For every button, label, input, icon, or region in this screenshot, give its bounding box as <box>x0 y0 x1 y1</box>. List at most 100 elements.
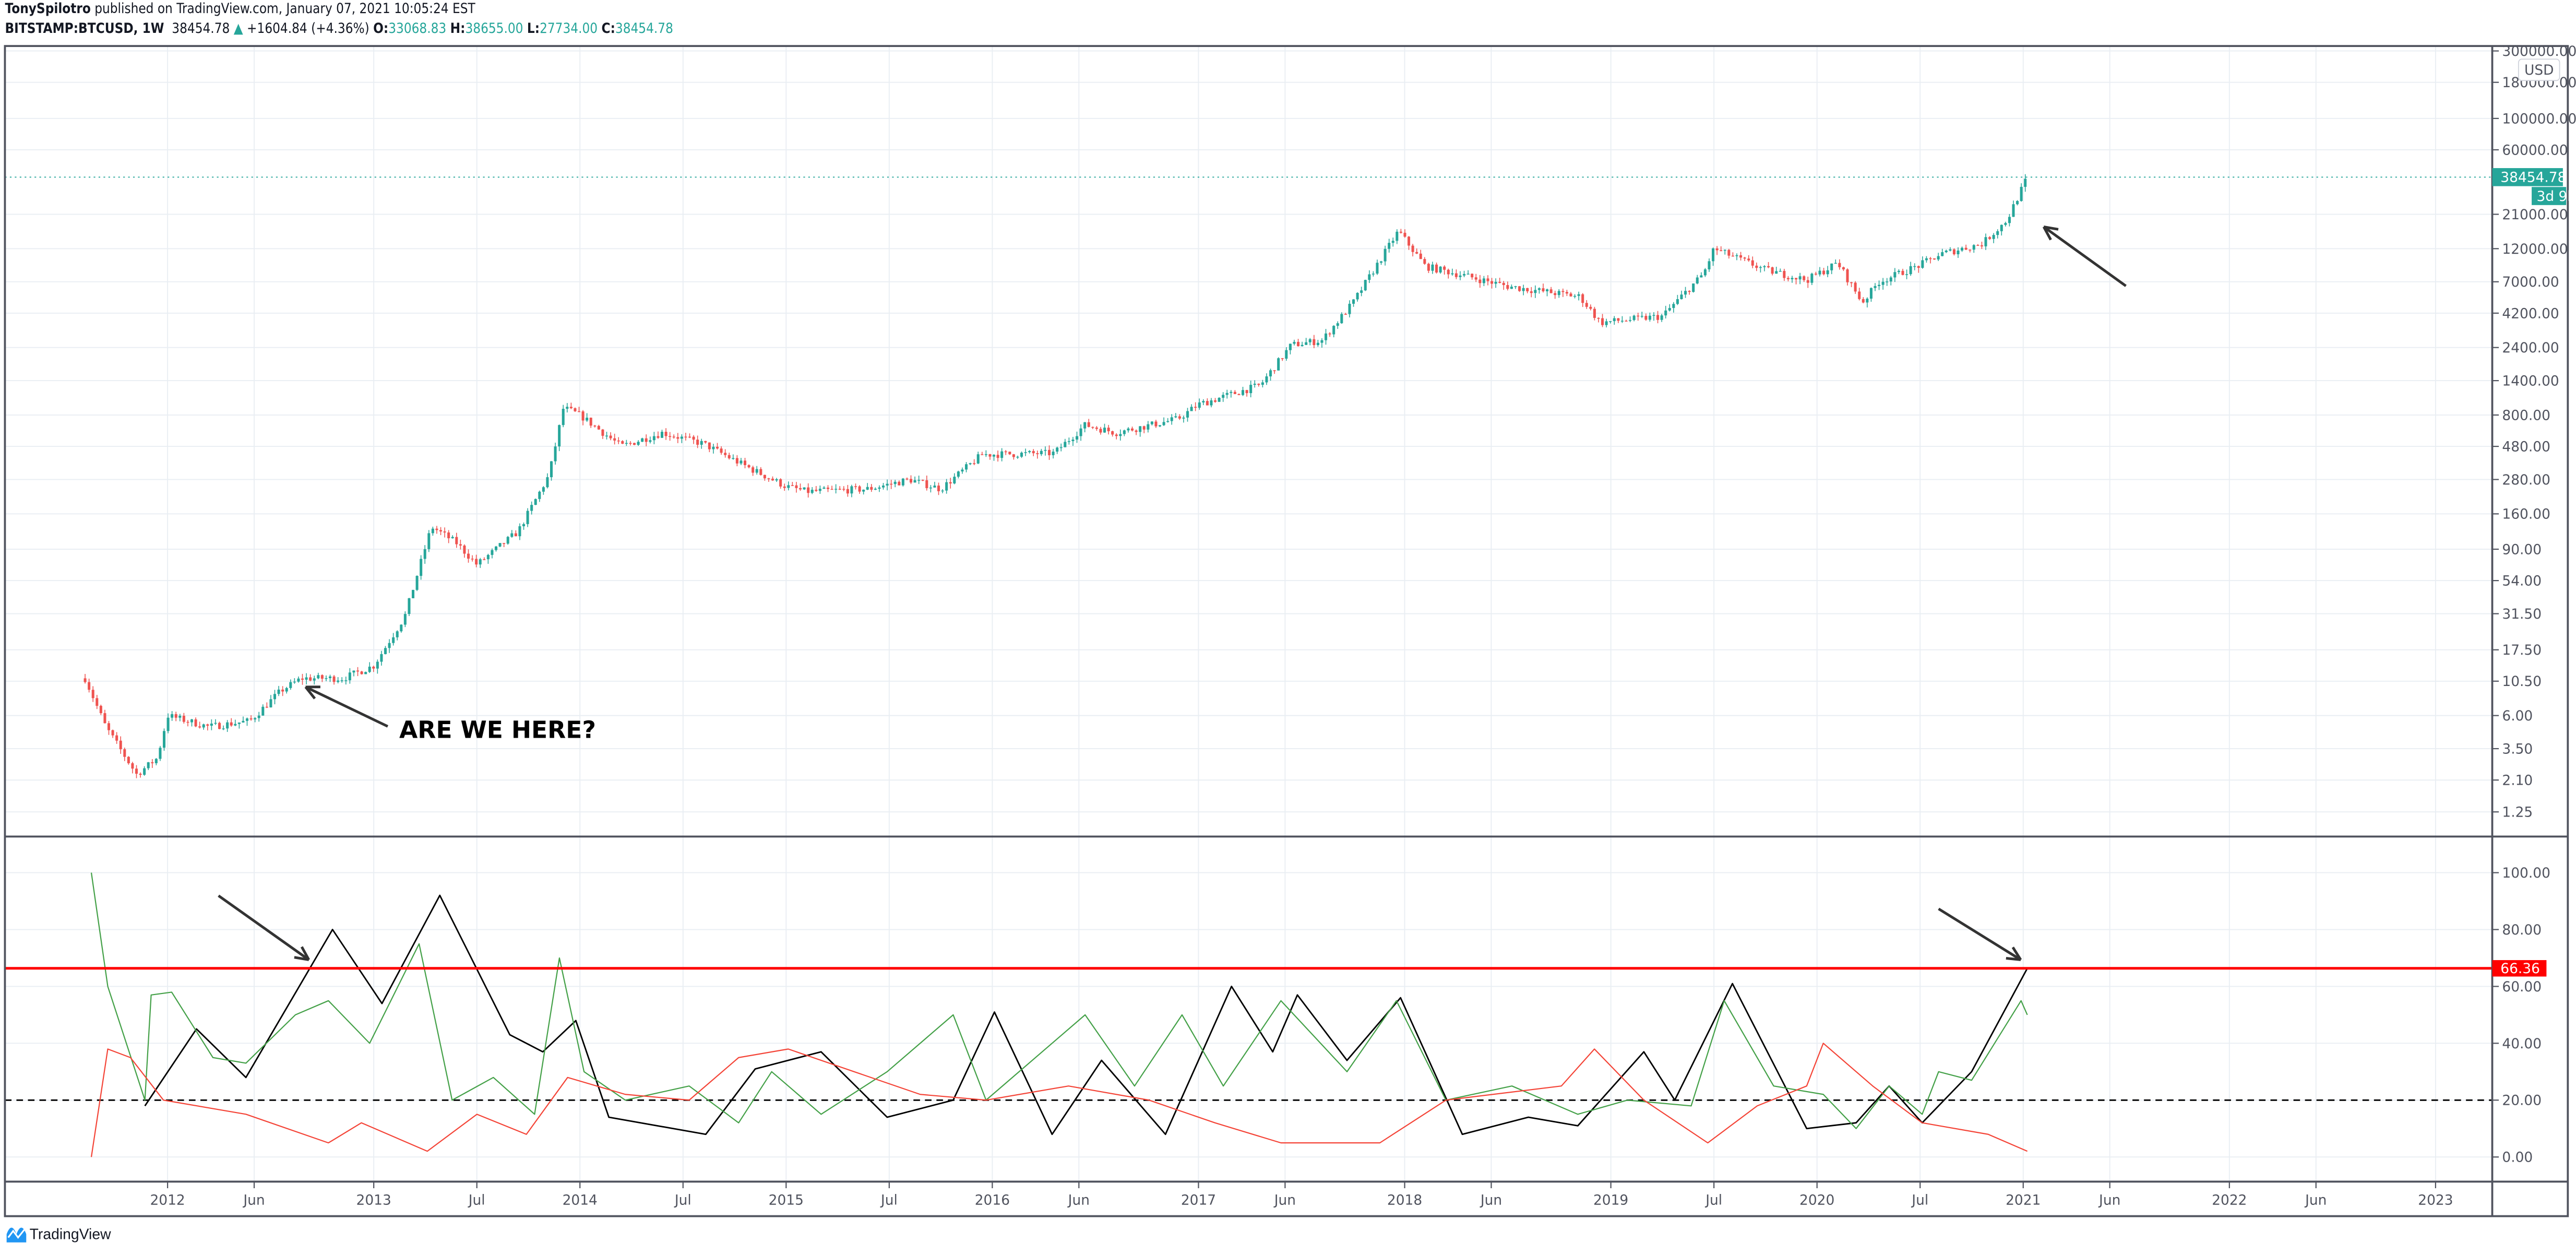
price-tick-label: 7000.00 <box>2502 274 2559 290</box>
candle-body <box>747 465 750 468</box>
candle-body <box>1735 255 1738 256</box>
candle-body <box>526 511 529 524</box>
candle-body <box>1854 282 1857 292</box>
candle-body <box>408 598 411 614</box>
candle-body <box>704 441 707 443</box>
symbol[interactable]: BITSTAMP:BTCUSD, 1W <box>5 21 164 38</box>
time-tick-label: 2013 <box>356 1192 391 1208</box>
candle-body <box>214 723 217 724</box>
candle-body <box>356 670 360 672</box>
candle-body <box>1692 283 1695 292</box>
candle-body <box>1889 277 1892 282</box>
candle-body <box>696 440 699 445</box>
candle-body <box>1696 277 1699 284</box>
candle-body <box>1257 384 1260 385</box>
candle-body <box>827 487 830 489</box>
candle-body <box>1597 317 1600 319</box>
candle-body <box>744 460 747 465</box>
candle-body <box>2016 201 2019 205</box>
candle-body <box>166 717 170 731</box>
candle-body <box>522 524 526 526</box>
candle-body <box>1806 280 1809 283</box>
candle-body <box>1874 286 1877 288</box>
candle-body <box>629 443 632 444</box>
candle-body <box>1664 310 1667 316</box>
candle-body <box>1585 303 1588 307</box>
candle-body <box>1929 258 1932 259</box>
low-label: L: <box>527 21 540 38</box>
candle-body <box>1522 288 1525 291</box>
candle-body <box>206 724 209 726</box>
candle-body <box>491 550 494 555</box>
candle-body <box>1862 299 1865 303</box>
candle-body <box>1028 451 1031 453</box>
candle-body <box>2012 204 2015 217</box>
candle-body <box>815 490 818 491</box>
price-tick-label: 2.10 <box>2502 773 2533 789</box>
candle-body <box>475 559 478 565</box>
candle-body <box>415 576 419 590</box>
adx-line <box>144 894 2028 1135</box>
candle-body <box>767 478 770 479</box>
candle-body <box>645 438 648 442</box>
candle-body <box>1866 299 1869 303</box>
candle-body <box>328 676 332 678</box>
candle-body <box>1194 407 1197 408</box>
candle-body <box>1731 255 1734 257</box>
candle-body <box>724 453 727 455</box>
candle-body <box>447 532 450 539</box>
price-tick-label: 160.00 <box>2502 506 2550 523</box>
tradingview-logo[interactable]: TradingView <box>6 1224 111 1243</box>
candle-body <box>1795 278 1798 280</box>
candle-body <box>1249 385 1253 394</box>
candle-body <box>1115 434 1118 436</box>
candle-body <box>186 721 189 723</box>
candle-body <box>878 487 881 489</box>
candle-body <box>1162 422 1165 425</box>
candle-body <box>1360 290 1363 293</box>
candle-body <box>1783 270 1786 278</box>
candle-body <box>510 533 514 537</box>
candle-body <box>1581 294 1584 303</box>
candle-body <box>403 614 407 625</box>
candle-body <box>372 666 375 669</box>
candle-body <box>1720 250 1723 251</box>
candle-body <box>1451 273 1454 275</box>
candle-body <box>2004 223 2007 225</box>
candle-body <box>1490 281 1494 284</box>
candle-body <box>1715 248 1719 251</box>
candle-body <box>1909 266 1912 275</box>
candle-body <box>1107 428 1110 432</box>
candle-body <box>953 477 956 484</box>
candle-body <box>929 487 932 489</box>
candle-body <box>1842 267 1845 269</box>
time-tick-label: 2022 <box>2212 1192 2247 1208</box>
candle-body <box>392 637 395 643</box>
candle-body <box>1727 250 1731 256</box>
candle-body <box>1293 341 1296 344</box>
candle-body <box>1609 321 1612 322</box>
candle-body <box>569 407 573 408</box>
candle-body <box>498 543 502 547</box>
candle-body <box>234 724 237 726</box>
candle-body <box>795 485 798 488</box>
candle-body <box>609 435 612 439</box>
time-tick-label: Jun <box>1480 1192 1502 1208</box>
candle-body <box>1530 291 1533 293</box>
candle-body <box>1921 260 1924 268</box>
candle-body <box>261 706 265 716</box>
author[interactable]: TonySpilotro <box>5 2 91 18</box>
candle-body <box>1198 402 1201 408</box>
candle-body <box>1498 281 1501 283</box>
candle-body <box>147 762 150 768</box>
candle-body <box>574 408 577 411</box>
indicator-tick-label: 60.00 <box>2502 979 2542 995</box>
candle-body <box>1230 392 1233 393</box>
time-tick-label: 2015 <box>769 1192 804 1208</box>
candle-body <box>898 481 901 486</box>
candle-body <box>621 441 624 444</box>
candle-body <box>810 490 814 493</box>
candle-body <box>1301 345 1304 347</box>
candle-body <box>1506 285 1509 289</box>
